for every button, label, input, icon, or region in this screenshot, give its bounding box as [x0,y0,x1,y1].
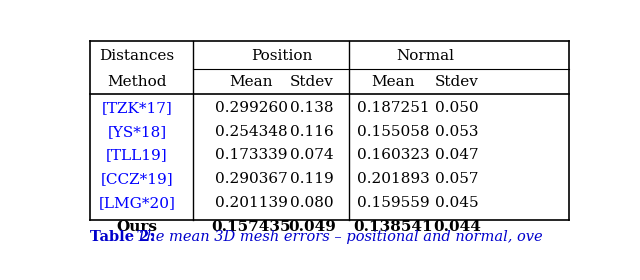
Text: 0.201893: 0.201893 [357,172,430,186]
Text: 0.201139: 0.201139 [214,196,287,210]
Text: 0.155058: 0.155058 [357,125,429,139]
Text: Method: Method [108,75,167,89]
Text: 0.047: 0.047 [435,148,479,162]
Text: 0.299260: 0.299260 [214,101,287,115]
Text: 0.254348: 0.254348 [215,125,287,139]
Text: 0.187251: 0.187251 [357,101,430,115]
Text: [TLL19]: [TLL19] [106,148,168,162]
Text: 0.119: 0.119 [291,172,334,186]
Text: [TZK*17]: [TZK*17] [102,101,172,115]
Text: 0.138: 0.138 [291,101,334,115]
Text: [CCZ*19]: [CCZ*19] [100,172,173,186]
Text: Stdev: Stdev [435,75,479,89]
Text: 0.157435: 0.157435 [211,220,291,234]
Text: Table 2:: Table 2: [90,230,155,244]
Text: [YS*18]: [YS*18] [108,125,166,139]
Text: 0.173339: 0.173339 [215,148,287,162]
Text: The mean 3D mesh errors – positional and normal, ove: The mean 3D mesh errors – positional and… [132,230,543,244]
Text: [LMG*20]: [LMG*20] [99,196,175,210]
Text: 0.116: 0.116 [291,125,334,139]
Text: Position: Position [251,49,312,63]
Text: Distances: Distances [99,49,175,63]
Text: 0.044: 0.044 [433,220,481,234]
Text: Mean: Mean [229,75,273,89]
Text: 0.049: 0.049 [288,220,336,234]
Text: 0.290367: 0.290367 [215,172,287,186]
Text: Mean: Mean [372,75,415,89]
Text: Normal: Normal [396,49,454,63]
Text: 0.159559: 0.159559 [357,196,430,210]
Text: Stdev: Stdev [290,75,334,89]
Text: 0.074: 0.074 [291,148,334,162]
Text: 0.045: 0.045 [435,196,479,210]
Text: Ours: Ours [116,220,157,234]
Text: 0.160323: 0.160323 [357,148,430,162]
Text: 0.050: 0.050 [435,101,479,115]
Text: 0.057: 0.057 [435,172,479,186]
Text: 0.053: 0.053 [435,125,479,139]
Text: 0.080: 0.080 [291,196,334,210]
Text: 0.138541: 0.138541 [354,220,433,234]
